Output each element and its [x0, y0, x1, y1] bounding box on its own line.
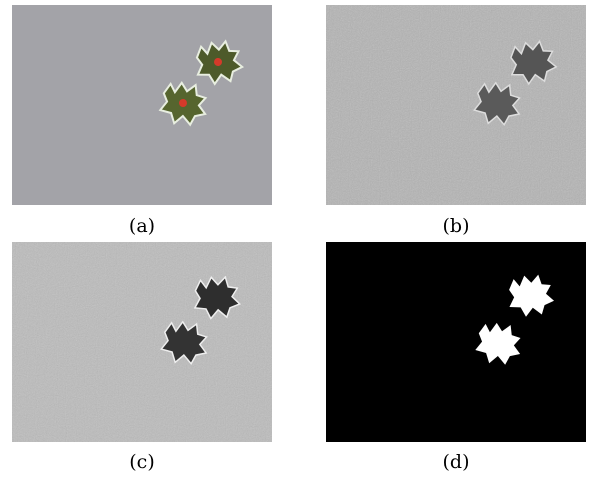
panel-caption: (a): [129, 215, 155, 237]
panel-caption: (b): [443, 215, 470, 237]
panel-a: [12, 5, 272, 205]
image-background: [12, 242, 272, 442]
panel-d: [326, 242, 586, 442]
image-background: [12, 5, 272, 205]
image-background: [326, 5, 586, 205]
image-background: [326, 242, 586, 442]
panel-caption: (c): [129, 451, 154, 473]
panel-b: [326, 5, 586, 205]
panel-caption: (d): [443, 451, 470, 473]
figure: (a) (b) (c) (d): [0, 0, 597, 478]
panel-c: [12, 242, 272, 442]
page: (a) (b) (c) (d) (() => { const data = JS…: [0, 0, 597, 478]
